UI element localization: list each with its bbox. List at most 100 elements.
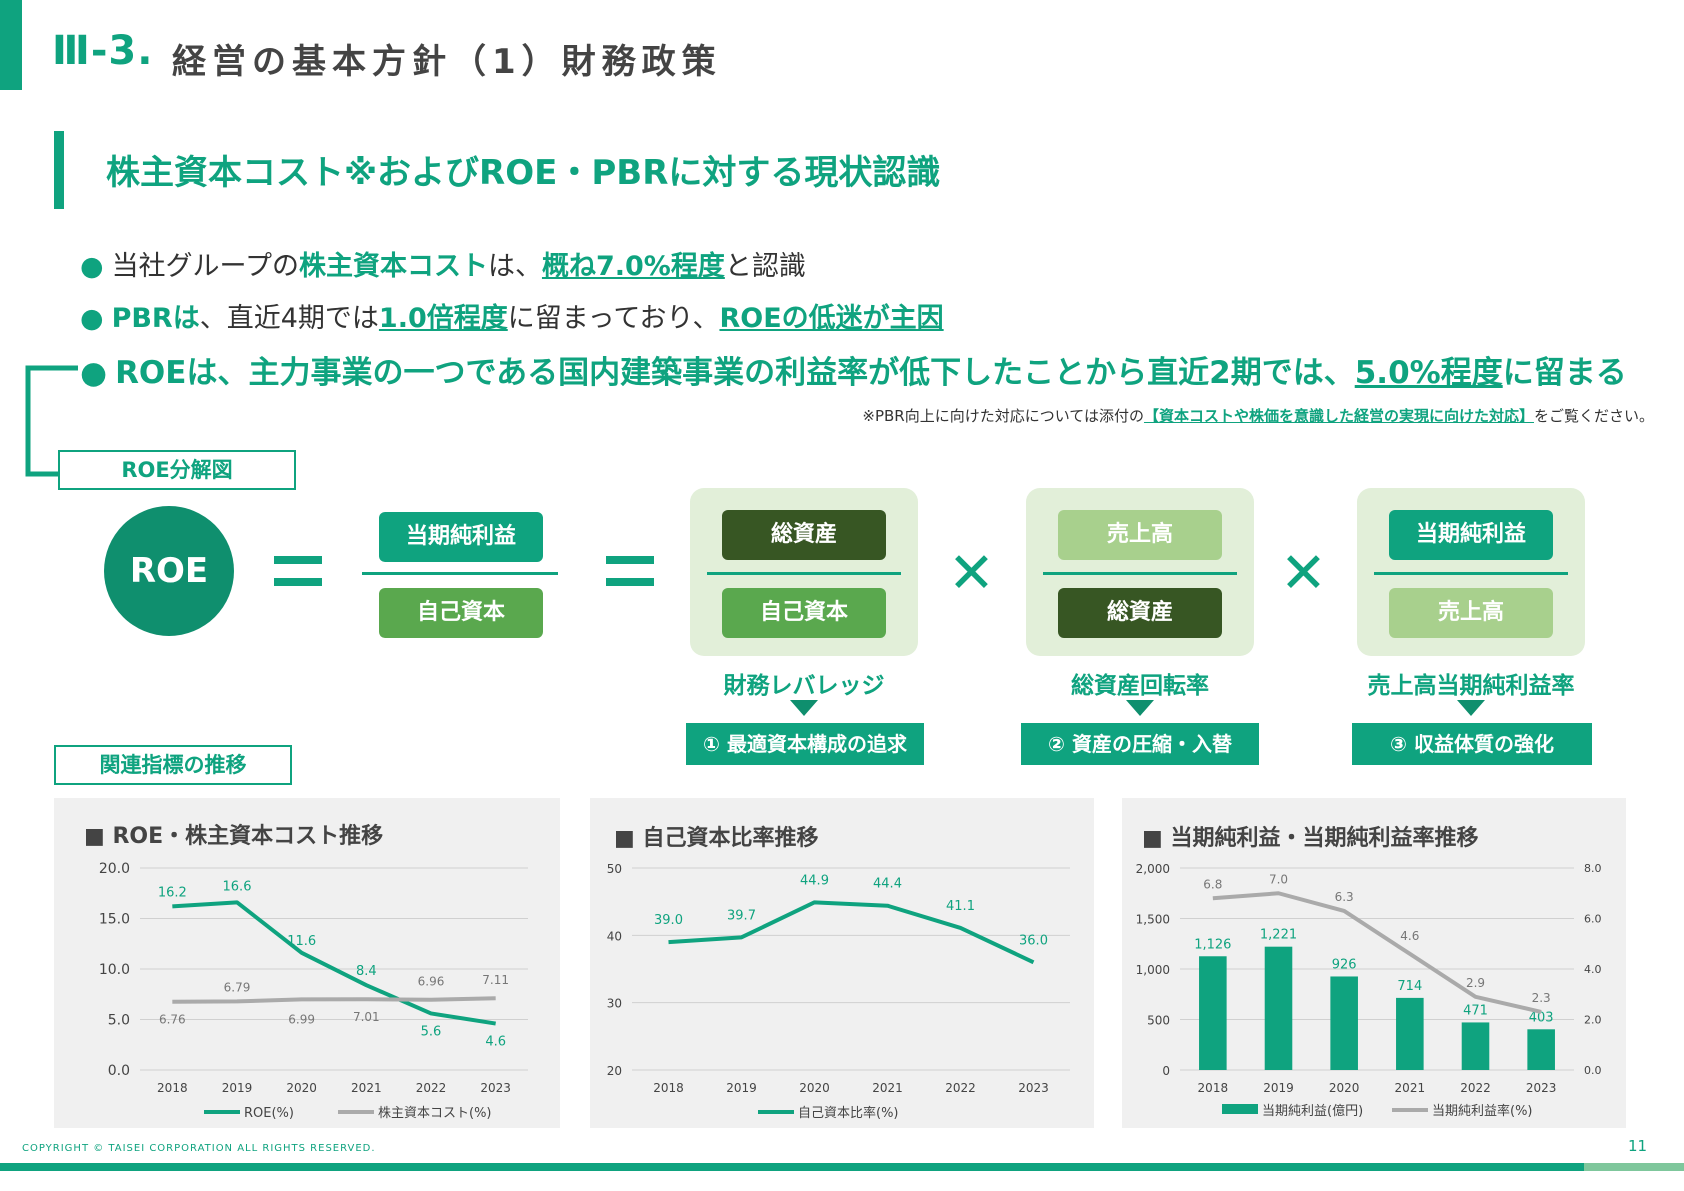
chart-equity-panel <box>590 798 1094 1128</box>
page-number: 11 <box>1628 1137 1648 1155</box>
footnote-text-post: をご覧ください。 <box>1533 407 1654 425</box>
y2-tick-label: 8.0 <box>1584 862 1602 875</box>
data-label: 926 <box>1332 957 1357 972</box>
bullet-2-text-mid: に留まっており、 <box>507 303 720 334</box>
series-line <box>668 900 1035 965</box>
data-label: 4.6 <box>485 1035 506 1050</box>
y-tick-label: 0.0 <box>108 1063 130 1079</box>
data-label: 714 <box>1397 979 1422 994</box>
bar <box>1527 1029 1555 1070</box>
x-tick-label: 2021 <box>1395 1081 1426 1095</box>
fraction-0-numerator: 当期純利益 <box>379 512 543 562</box>
series-line <box>172 996 496 1004</box>
y-tick-label: 1,500 <box>1136 913 1170 927</box>
multiply-icon: ✕ <box>1280 541 1327 606</box>
y-tick-label: 40 <box>607 929 622 943</box>
x-tick-label: 2020 <box>1329 1081 1360 1095</box>
data-label: 6.96 <box>418 975 445 989</box>
action-3: ③ 収益体質の強化 <box>1352 723 1592 765</box>
data-label: 16.2 <box>158 885 187 900</box>
header-accent-bar <box>0 0 22 90</box>
bullet-3-highlight: 5.0%程度 <box>1354 355 1503 391</box>
bullet-2-text: 、直近4期では <box>199 303 379 334</box>
data-label: 1,126 <box>1194 937 1231 952</box>
x-tick-label: 2018 <box>653 1081 684 1095</box>
bullet-dot-icon: ● <box>80 303 104 334</box>
data-label: 41.1 <box>946 899 975 914</box>
y-tick-label: 5.0 <box>108 1013 130 1029</box>
label-financial-leverage: 財務レバレッジ <box>723 673 885 699</box>
y-tick-label: 500 <box>1147 1014 1170 1028</box>
bullet-1-highlight-2: 概ね7.0%程度 <box>541 251 725 282</box>
chart-roe-panel <box>54 798 560 1128</box>
fraction-1-numerator: 総資産 <box>722 510 886 560</box>
data-label: 5.6 <box>421 1024 442 1039</box>
bullet-dot-icon: ● <box>80 355 108 391</box>
series-line <box>172 900 496 1026</box>
legend-swatch <box>1222 1104 1258 1114</box>
x-tick-label: 2023 <box>1526 1081 1557 1095</box>
section-accent-bar <box>54 131 64 209</box>
data-label: 4.6 <box>1400 929 1419 943</box>
y2-tick-label: 2.0 <box>1584 1014 1602 1027</box>
bullet-1: ● 当社グループの株主資本コストは、概ね7.0%程度と認識 <box>80 244 806 283</box>
bullet-1-text: 当社グループの <box>111 251 299 282</box>
x-tick-label: 2020 <box>286 1081 317 1095</box>
chart-net-income: 0 500 1,000 1,500 2,000 0.0 2.0 4.0 6.0 8.0 2018 20… <box>1136 862 1602 1119</box>
data-label: 11.6 <box>287 934 316 949</box>
x-tick-label: 2022 <box>945 1081 976 1095</box>
chart-roe: 0.0 5.0 10.0 15.0 20.0 2018 2019 2020 2021 2022 20… <box>99 861 528 1121</box>
equals-icon <box>274 556 322 586</box>
x-tick-label: 2023 <box>1018 1081 1049 1095</box>
bullet-2-highlight-0: PBRは <box>111 303 200 334</box>
bullet-2-highlight-1: 1.0倍程度 <box>378 303 508 334</box>
down-arrow-icon <box>1457 700 1485 716</box>
y-tick-label: 1,000 <box>1136 963 1170 977</box>
action-1: ① 最適資本構成の追求 <box>686 723 924 765</box>
legend-label: 株主資本コスト(%) <box>378 1106 492 1121</box>
fraction-2-denominator: 総資産 <box>1058 588 1222 638</box>
data-label: 6.99 <box>288 1012 315 1026</box>
label-net-margin: 売上高当期純利益率 <box>1367 673 1575 699</box>
x-tick-label: 2018 <box>157 1081 188 1095</box>
bullet-2: ● PBRは、直近4期では1.0倍程度に留まっており、ROEの低迷が主因 <box>80 296 944 335</box>
y-tick-label: 0 <box>1162 1064 1170 1078</box>
bullet-3-text-post: に留まる <box>1502 355 1627 391</box>
indicator-label: 関連指標の推移 <box>54 745 292 785</box>
x-tick-label: 2023 <box>480 1081 511 1095</box>
copyright: COPYRIGHT © TAISEI CORPORATION ALL RIGHT… <box>22 1143 376 1154</box>
data-label: 403 <box>1529 1010 1554 1025</box>
bar <box>1264 946 1293 1070</box>
y2-tick-label: 0.0 <box>1584 1064 1602 1077</box>
x-tick-label: 2021 <box>351 1081 382 1095</box>
data-label: 7.11 <box>482 973 509 987</box>
data-label: 471 <box>1463 1003 1488 1018</box>
page-title: 経営の基本方針（1）財務政策 <box>172 42 722 82</box>
fraction-1-denominator: 自己資本 <box>722 588 886 638</box>
bullet-3: ● ROEは、主力事業の一つである国内建築事業の利益率が低下したことから直近2期で… <box>80 347 1627 392</box>
data-label: 6.79 <box>224 980 251 994</box>
bar <box>1461 1022 1490 1070</box>
bullet-dot-icon: ● <box>80 251 104 282</box>
data-label: 16.6 <box>223 879 252 894</box>
chart-roe-title: ■ ROE・株主資本コスト推移 <box>84 824 384 849</box>
bullet-1-highlight-1: 株主資本コスト <box>298 251 488 282</box>
footnote: ※PBR向上に向けた対応については添付の【資本コストや株価を意識した経営の実現に… <box>862 405 1654 426</box>
bar <box>1396 997 1424 1070</box>
series-line <box>1212 891 1542 1014</box>
y2-tick-label: 6.0 <box>1584 913 1602 926</box>
label-asset-turnover: 総資産回転率 <box>1071 673 1209 699</box>
data-label: 1,221 <box>1260 928 1297 943</box>
fraction-line <box>707 572 901 575</box>
chart-net-income-title: ■ 当期純利益・当期純利益率推移 <box>1142 826 1479 851</box>
footnote-link[interactable]: 【資本コストや株価を意識した経営の実現に向けた対応】 <box>1143 407 1534 425</box>
y-tick-label: 2,000 <box>1136 862 1170 876</box>
bar <box>1330 976 1358 1070</box>
header-number: Ⅲ-3. <box>52 28 154 74</box>
fraction-line <box>362 572 558 575</box>
x-tick-label: 2019 <box>726 1081 757 1095</box>
multiply-icon: ✕ <box>948 541 995 606</box>
y-tick-label: 20 <box>607 1064 622 1078</box>
y-tick-label: 20.0 <box>99 861 130 877</box>
legend-label: 自己資本比率(%) <box>798 1105 899 1121</box>
